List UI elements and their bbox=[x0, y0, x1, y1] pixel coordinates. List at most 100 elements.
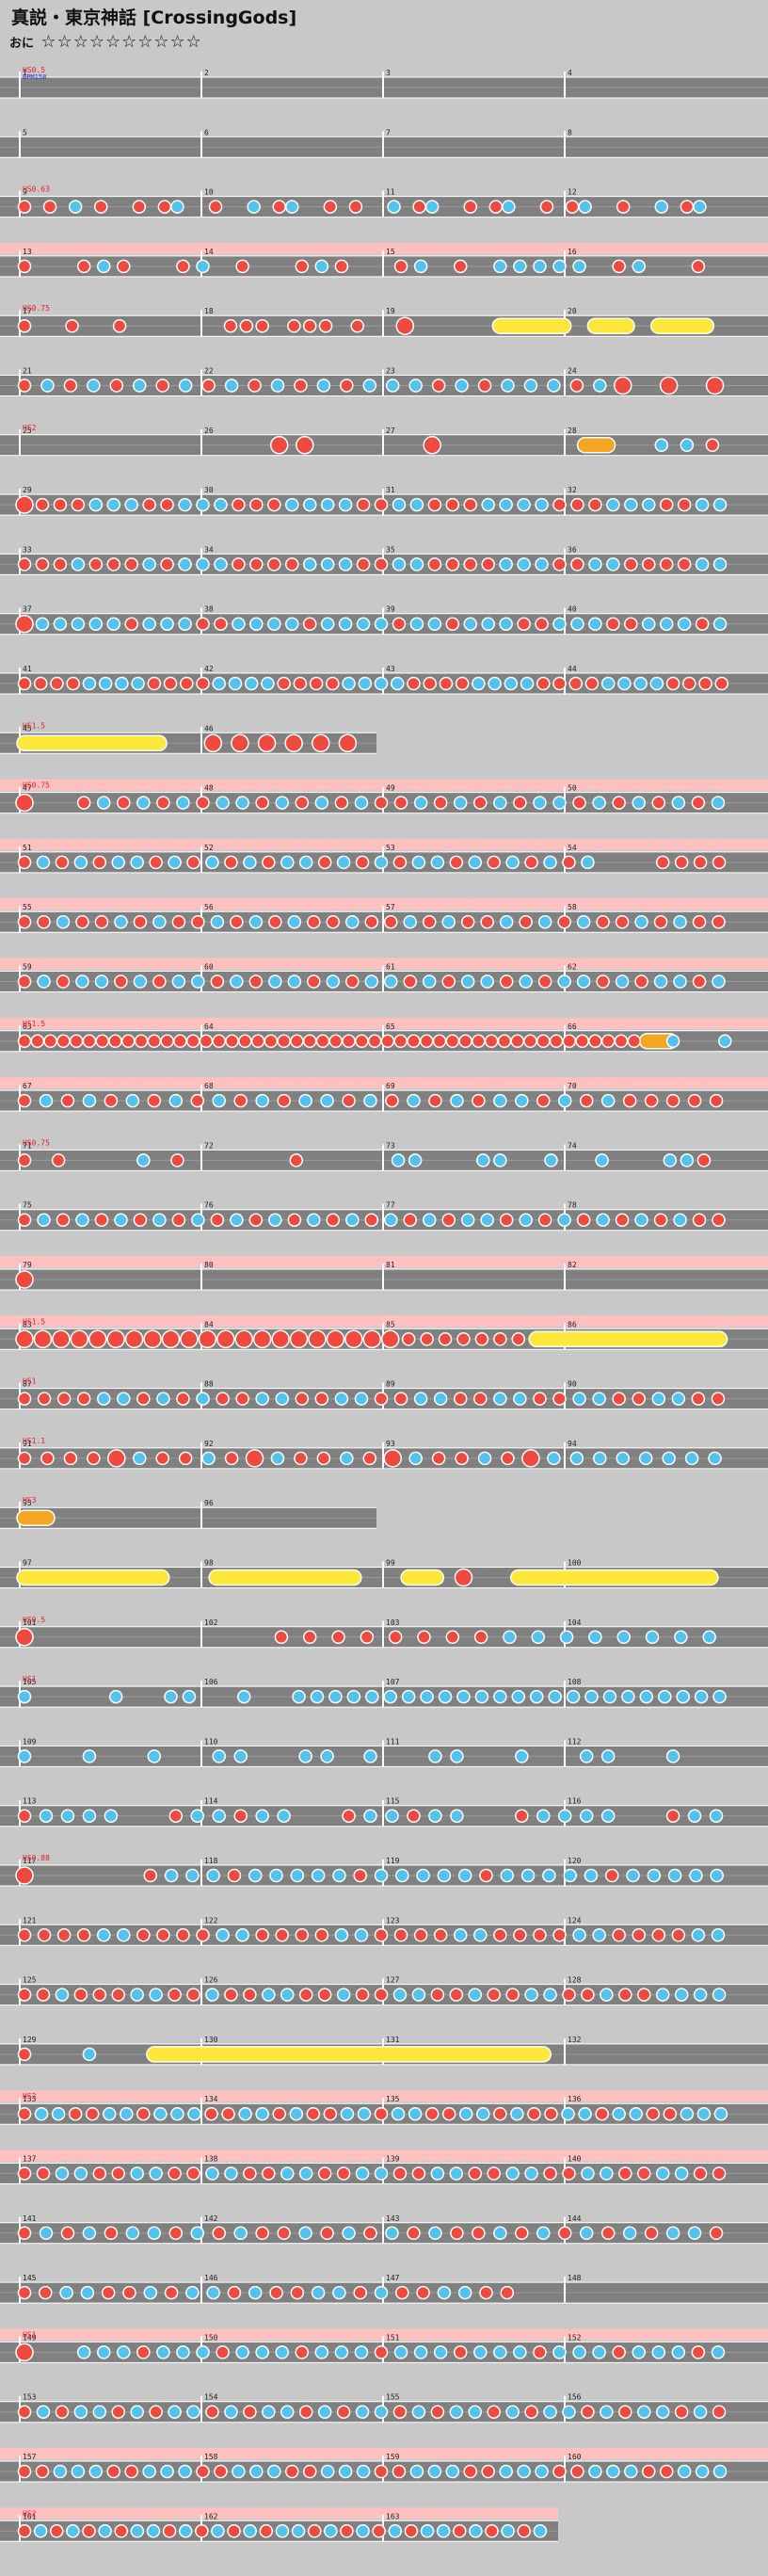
ka-note bbox=[298, 2226, 312, 2241]
ka-note bbox=[634, 914, 648, 929]
don-note bbox=[687, 1093, 702, 1108]
don-note bbox=[264, 1034, 279, 1049]
don-note bbox=[111, 1988, 125, 2002]
don-note bbox=[653, 1213, 668, 1227]
ka-note bbox=[616, 1630, 631, 1645]
chart-row: 9 10 11 12 HS0.63 bbox=[0, 185, 768, 218]
don-note bbox=[287, 318, 301, 333]
ka-note bbox=[493, 1689, 507, 1704]
ka-note bbox=[36, 2405, 51, 2419]
ka-note bbox=[515, 1093, 529, 1108]
ka-note bbox=[214, 557, 228, 572]
ka-note bbox=[267, 2464, 281, 2479]
don-note bbox=[156, 796, 170, 810]
ka-note bbox=[196, 497, 210, 512]
ka-note bbox=[320, 557, 335, 572]
measure-number: 155 bbox=[386, 2393, 400, 2402]
ka-note bbox=[75, 974, 89, 989]
measure-number: 71 bbox=[23, 1141, 32, 1150]
don-note bbox=[536, 676, 551, 691]
measure-number: 110 bbox=[204, 1737, 218, 1746]
ka-note bbox=[236, 1689, 251, 1704]
scroll-speed-label: HS0.5 bbox=[23, 66, 45, 74]
don-note bbox=[196, 2464, 210, 2479]
ka-note bbox=[33, 2524, 48, 2538]
chart-row: 47 48 49 50 HS0.75 bbox=[0, 779, 768, 814]
don-note bbox=[355, 855, 370, 870]
don-note bbox=[419, 1034, 434, 1049]
ka-note bbox=[362, 378, 377, 393]
measure-number: 128 bbox=[568, 1976, 582, 1985]
measure-number: 9 bbox=[23, 188, 27, 197]
don-note bbox=[190, 1093, 205, 1108]
measure-number: 20 bbox=[568, 307, 577, 315]
ka-note bbox=[320, 1093, 334, 1108]
don-note bbox=[505, 1988, 520, 2002]
don-note bbox=[557, 2226, 572, 2241]
scroll-speed-band bbox=[0, 958, 768, 970]
ka-note bbox=[125, 2226, 140, 2241]
ka-note bbox=[82, 676, 97, 691]
ka-note bbox=[416, 1868, 430, 1883]
don-note bbox=[285, 2464, 299, 2479]
don-note bbox=[524, 2405, 538, 2419]
ka-note bbox=[230, 974, 244, 989]
don-note bbox=[65, 318, 79, 333]
measure-number: 33 bbox=[23, 545, 32, 554]
ka-note bbox=[654, 438, 669, 453]
ka-note bbox=[450, 1749, 464, 1763]
don-note bbox=[543, 2166, 557, 2181]
don-note bbox=[691, 796, 706, 810]
scroll-speed-label: HS0.75 bbox=[23, 1138, 50, 1147]
don-note bbox=[579, 1093, 594, 1108]
don-note bbox=[106, 557, 120, 572]
ka-note bbox=[267, 617, 281, 631]
don-note bbox=[295, 1392, 310, 1406]
ka-note bbox=[712, 1988, 727, 2002]
measure-number: 36 bbox=[568, 545, 577, 554]
ka-note bbox=[354, 2345, 369, 2359]
don-note bbox=[43, 1034, 57, 1049]
don-note bbox=[342, 1034, 356, 1049]
don-note bbox=[298, 1988, 313, 2002]
don-note bbox=[235, 259, 249, 274]
ka-note bbox=[82, 2047, 97, 2062]
ka-note bbox=[445, 2464, 460, 2479]
don-note bbox=[101, 2285, 116, 2300]
scroll-speed-label: HS0.75 bbox=[23, 304, 50, 313]
ka-note bbox=[292, 1689, 306, 1704]
ka-note bbox=[665, 2226, 680, 2241]
don-note bbox=[604, 1868, 619, 1883]
don-note bbox=[374, 1988, 389, 2002]
ka-note bbox=[552, 2345, 567, 2359]
ka-note bbox=[170, 200, 184, 214]
measure-number: 22 bbox=[204, 367, 214, 376]
don-note bbox=[114, 2524, 128, 2538]
ka-note bbox=[36, 855, 51, 870]
ka-note bbox=[535, 557, 549, 572]
don-note bbox=[458, 1034, 472, 1049]
measure-number: 47 bbox=[23, 784, 32, 793]
don-note bbox=[372, 2524, 386, 2538]
don-note bbox=[501, 1451, 515, 1466]
ka-note bbox=[457, 1868, 472, 1883]
ka-note bbox=[617, 676, 632, 691]
ka-note bbox=[224, 2166, 238, 2181]
ka-note bbox=[363, 1093, 377, 1108]
ka-note bbox=[176, 2345, 190, 2359]
don-note bbox=[63, 1451, 78, 1466]
ka-note bbox=[515, 1749, 529, 1763]
ka-note bbox=[481, 617, 495, 631]
don-note bbox=[392, 2464, 407, 2479]
don-note bbox=[552, 1928, 567, 1942]
don-note bbox=[51, 1153, 66, 1167]
chart-row: 71 72 73 74 HS0.75 bbox=[0, 1138, 768, 1171]
ka-note bbox=[468, 2405, 482, 2419]
don-note bbox=[427, 557, 442, 572]
don-note bbox=[441, 1213, 456, 1227]
ka-note bbox=[358, 676, 373, 691]
measure-number: 44 bbox=[568, 665, 577, 673]
difficulty-label: おに bbox=[9, 37, 35, 51]
ka-note bbox=[677, 617, 692, 631]
don-note bbox=[659, 557, 674, 572]
